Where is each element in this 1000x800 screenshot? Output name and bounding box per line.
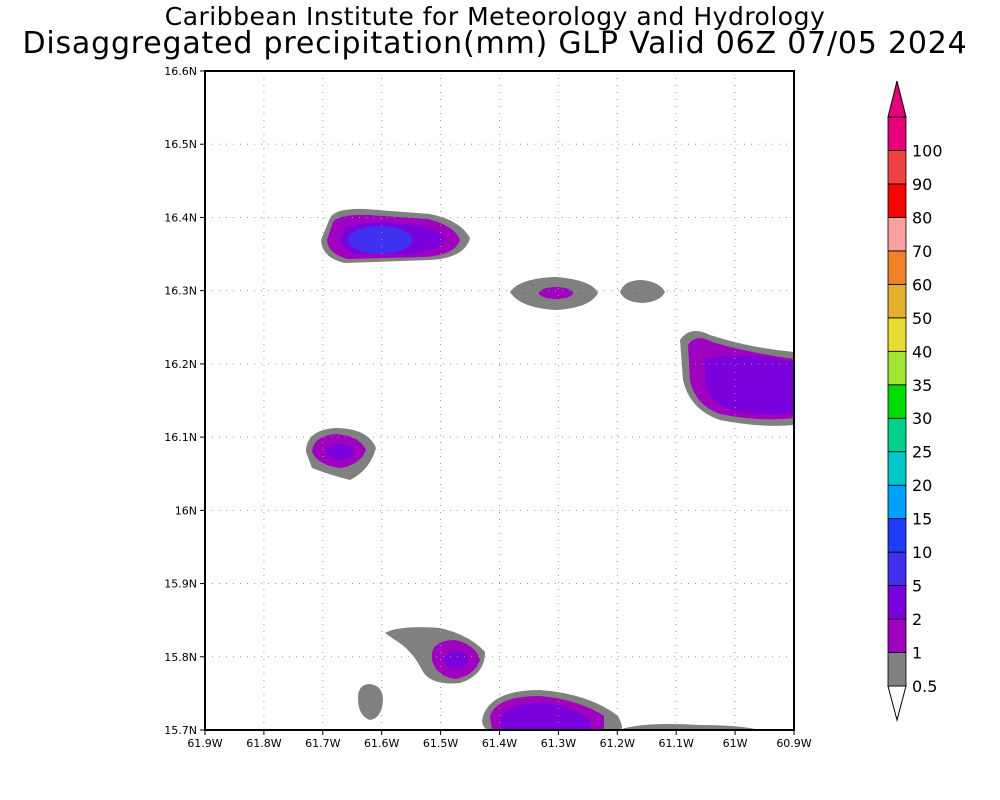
colorbar-band	[887, 150, 907, 185]
colorbar-label: 80	[912, 208, 932, 227]
lon-tick-label: 61.1W	[659, 737, 694, 750]
colorbar-label: 90	[912, 175, 932, 194]
lat-tick-label: 16N	[175, 504, 197, 517]
colorbar-band	[887, 250, 907, 285]
colorbar-band	[887, 551, 907, 586]
precip-blob-north	[321, 208, 470, 263]
map-frame	[204, 70, 795, 731]
lat-tick-label: 16.6N	[164, 65, 197, 78]
lon-tick-label: 61.4W	[482, 737, 517, 750]
colorbar-band	[887, 183, 907, 218]
colorbar-label: 50	[912, 309, 932, 328]
colorbar-label: 30	[912, 409, 932, 428]
colorbar-under-triangle	[887, 685, 907, 722]
colorbar-band	[887, 417, 907, 453]
lon-tick-label: 61.5W	[423, 737, 458, 750]
lon-tick-label: 60.9W	[776, 737, 811, 750]
lon-tick-label: 61.7W	[305, 737, 340, 750]
colorbar-label: 1	[912, 644, 922, 663]
lon-tick-label: 61.9W	[187, 737, 222, 750]
lon-tick-label: 61W	[723, 737, 748, 750]
map-grid	[205, 71, 794, 730]
lat-tick-label: 15.8N	[164, 651, 197, 664]
colorbar-over-triangle	[887, 80, 907, 118]
colorbar-band	[887, 518, 907, 553]
colorbar-label: 35	[912, 376, 932, 395]
colorbar-band	[887, 585, 907, 620]
colorbar-label: 25	[912, 443, 932, 462]
colorbar-band	[887, 116, 907, 151]
title-institute: Caribbean Institute for Meteorology and …	[164, 2, 826, 31]
lat-tick-label: 16.2N	[164, 358, 197, 371]
lon-tick-label: 61.2W	[600, 737, 635, 750]
colorbar-band	[887, 317, 907, 352]
colorbar-band	[887, 618, 907, 653]
colorbar-band	[887, 451, 907, 486]
colorbar-band	[887, 217, 907, 252]
latitude-ticks: 15.7N 15.8N 15.9N 16N 16.1N 16.2N 16.3N 16.4N 16…	[164, 65, 205, 737]
colorbar-label: 20	[912, 476, 932, 495]
colorbar-band	[887, 350, 907, 386]
precip-blob-center-east	[510, 277, 665, 310]
title-product: Disaggregated precipitation(mm) GLP Vali…	[22, 26, 968, 61]
precip-blob-south	[358, 627, 760, 730]
colorbar-label: 10	[912, 543, 932, 562]
lat-tick-label: 16.5N	[164, 138, 197, 151]
lon-tick-label: 61.8W	[246, 737, 281, 750]
colorbar-label: 70	[912, 242, 932, 261]
lon-tick-label: 61.6W	[364, 737, 399, 750]
colorbar-band	[887, 652, 907, 687]
lat-tick-label: 16.1N	[164, 431, 197, 444]
colorbar-label: 40	[912, 342, 932, 361]
precip-blob-west	[306, 428, 376, 480]
lon-tick-label: 61.3W	[541, 737, 576, 750]
lat-tick-label: 15.9N	[164, 578, 197, 591]
precip-blob-east	[680, 331, 794, 426]
colorbar-band	[887, 384, 907, 419]
colorbar-label: 2	[912, 610, 922, 629]
colorbar-label: 15	[912, 510, 932, 529]
colorbar-label: 0.5	[912, 677, 937, 696]
colorbar-label: 5	[912, 577, 922, 596]
colorbar-band	[887, 484, 907, 520]
longitude-ticks: 61.9W 61.8W 61.7W 61.6W 61.5W 61.4W 61.3W 61.2W…	[187, 730, 812, 750]
lat-tick-label: 16.3N	[164, 285, 197, 298]
colorbar-label: 60	[912, 275, 932, 294]
lat-tick-label: 16.4N	[164, 211, 197, 224]
colorbar-band	[887, 283, 907, 319]
lat-tick-label: 15.7N	[164, 724, 197, 737]
colorbar-label: 100	[912, 141, 943, 160]
